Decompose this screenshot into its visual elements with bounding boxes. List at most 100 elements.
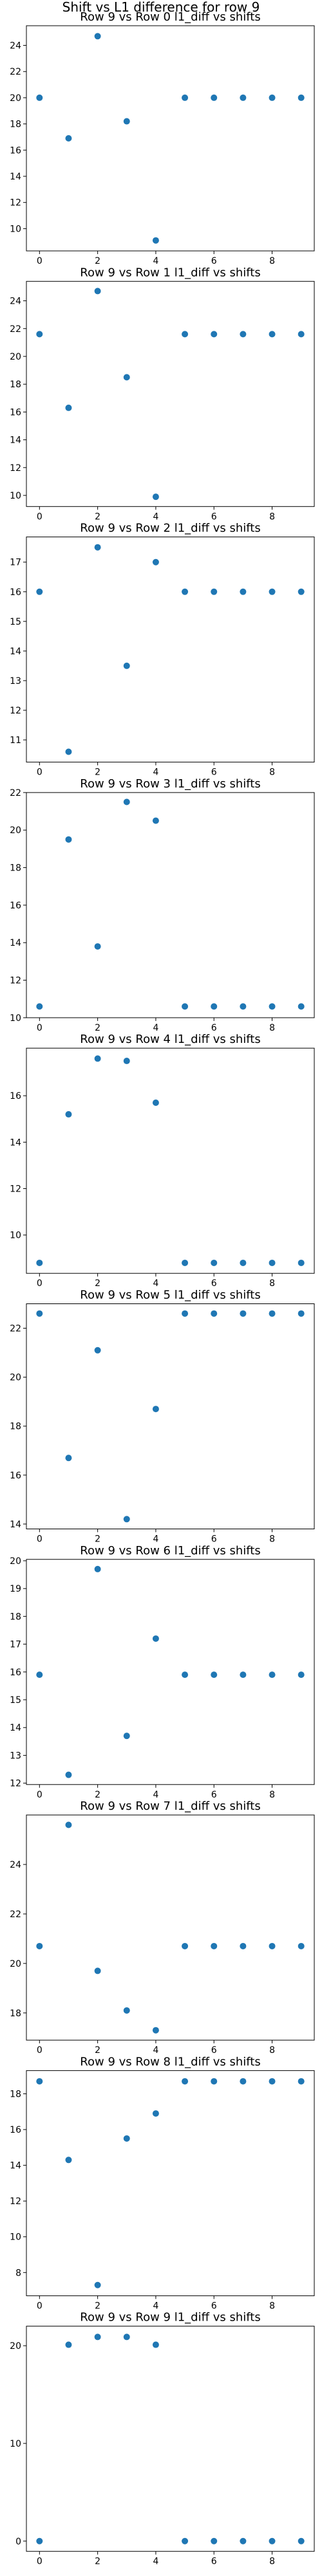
- data-point: [182, 1310, 189, 1317]
- y-tick-label: 12: [10, 1184, 21, 1194]
- data-point: [152, 2341, 159, 2348]
- axes-frame: [26, 792, 315, 1018]
- y-tick-label: 22: [10, 67, 21, 77]
- y-tick-label: 16: [10, 1091, 21, 1101]
- data-point: [65, 1821, 72, 1828]
- data-point: [36, 588, 43, 595]
- data-point: [298, 1259, 305, 1266]
- data-point: [152, 237, 159, 244]
- data-point: [211, 1942, 218, 1949]
- data-point: [269, 2537, 276, 2544]
- x-tick-label: 2: [95, 2301, 100, 2311]
- subplot-4: Row 9 vs Row 4 l1_diff vs shifts 0 2 4 6 8 10 1…: [10, 1033, 315, 1289]
- x-tick-label: 0: [37, 511, 43, 522]
- data-point: [211, 1003, 218, 1010]
- x-tick-label: 6: [211, 768, 217, 778]
- data-point: [65, 2157, 72, 2164]
- y-tick-label: 20: [10, 1556, 21, 1567]
- y-tick-label: 18: [10, 2009, 21, 2019]
- y-tick-label: 14: [10, 938, 21, 948]
- data-point: [65, 135, 72, 142]
- x-tick-label: 6: [211, 2301, 217, 2311]
- data-point: [240, 2537, 247, 2544]
- y-tick-label: 0: [15, 2537, 21, 2547]
- x-tick-label: 8: [269, 1023, 275, 1033]
- data-point: [152, 493, 159, 501]
- y-tick-label: 14: [10, 436, 21, 446]
- x-tick-label: 8: [269, 2045, 275, 2056]
- data-point: [269, 1310, 276, 1317]
- x-tick-label: 0: [37, 1534, 43, 1545]
- subplot-title: Row 9 vs Row 6 l1_diff vs shifts: [80, 1544, 260, 1558]
- x-tick-label: 0: [37, 2301, 43, 2311]
- y-tick-label: 12: [10, 976, 21, 986]
- y-tick-label: 15: [10, 1695, 21, 1706]
- y-tick-label: 8: [15, 2268, 21, 2278]
- data-point: [152, 558, 159, 566]
- axes-frame: [26, 537, 315, 763]
- y-tick-label: 14: [10, 172, 21, 182]
- data-point: [269, 331, 276, 338]
- x-tick-label: 8: [269, 2301, 275, 2311]
- data-point: [65, 1455, 72, 1462]
- data-point: [65, 404, 72, 411]
- y-tick-label: 18: [10, 120, 21, 130]
- y-tick-label: 16: [10, 407, 21, 418]
- data-point: [123, 1733, 130, 1740]
- subplot-title: Row 9 vs Row 0 l1_diff vs shifts: [80, 10, 260, 24]
- y-tick-label: 22: [10, 1909, 21, 1920]
- y-tick-label: 24: [10, 297, 21, 307]
- data-point: [182, 1942, 189, 1949]
- data-point: [65, 1111, 72, 1118]
- x-tick-label: 8: [269, 2557, 275, 2567]
- y-tick-label: 20: [10, 825, 21, 836]
- data-point: [240, 1671, 247, 1679]
- data-point: [240, 1259, 247, 1266]
- data-point: [152, 2027, 159, 2034]
- x-tick-label: 6: [211, 1278, 217, 1289]
- data-point: [298, 1671, 305, 1679]
- data-point: [240, 2078, 247, 2085]
- y-tick-label: 10: [10, 2232, 21, 2243]
- data-point: [94, 2281, 101, 2288]
- data-point: [240, 94, 247, 101]
- x-tick-label: 6: [211, 256, 217, 266]
- data-point: [269, 1003, 276, 1010]
- data-point: [240, 588, 247, 595]
- data-point: [123, 798, 130, 805]
- subplot-title: Row 9 vs Row 3 l1_diff vs shifts: [80, 777, 260, 791]
- data-point: [211, 588, 218, 595]
- x-tick-label: 8: [269, 511, 275, 522]
- x-tick-label: 8: [269, 1278, 275, 1289]
- data-point: [211, 1259, 218, 1266]
- x-tick-label: 4: [153, 768, 158, 778]
- subplot-9: Row 9 vs Row 9 l1_diff vs shifts 0 2 4 6 8 0 10…: [10, 2311, 315, 2567]
- x-tick-label: 8: [269, 768, 275, 778]
- y-tick-label: 16: [10, 145, 21, 156]
- x-tick-label: 4: [153, 2045, 158, 2056]
- subplot-5: Row 9 vs Row 5 l1_diff vs shifts 0 2 4 6 8 14 1…: [10, 1289, 315, 1545]
- subplot-title: Row 9 vs Row 9 l1_diff vs shifts: [80, 2311, 260, 2324]
- subplot-2: Row 9 vs Row 2 l1_diff vs shifts 0 2 4 6 8 11 1…: [10, 522, 315, 778]
- data-point: [152, 1635, 159, 1642]
- data-point: [36, 94, 43, 101]
- y-tick-label: 20: [10, 93, 21, 104]
- subplot-title: Row 9 vs Row 8 l1_diff vs shifts: [80, 2055, 260, 2068]
- subplot-title: Row 9 vs Row 5 l1_diff vs shifts: [80, 1289, 260, 1302]
- y-tick-label: 18: [10, 1612, 21, 1622]
- axes-frame: [26, 2326, 315, 2552]
- y-tick-label: 12: [10, 2196, 21, 2207]
- data-point: [269, 94, 276, 101]
- y-tick-label: 14: [10, 1520, 21, 1530]
- data-point: [36, 1259, 43, 1266]
- x-tick-label: 4: [153, 2301, 158, 2311]
- data-point: [65, 748, 72, 755]
- data-point: [94, 943, 101, 950]
- subplot-title: Row 9 vs Row 7 l1_diff vs shifts: [80, 1799, 260, 1813]
- y-tick-label: 10: [10, 1231, 21, 1241]
- y-tick-label: 18: [10, 863, 21, 874]
- data-point: [269, 1942, 276, 1949]
- y-tick-label: 22: [10, 788, 21, 798]
- data-point: [94, 33, 101, 40]
